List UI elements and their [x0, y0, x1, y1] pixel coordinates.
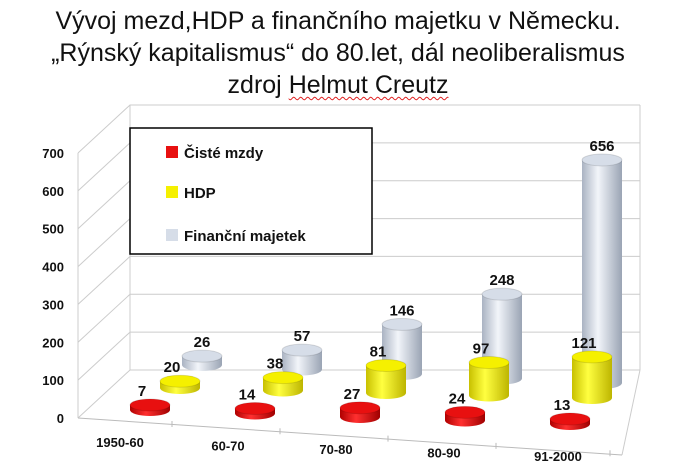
cylinder-top	[181, 349, 223, 363]
x-tick-label: 1950-60	[96, 435, 144, 450]
x-tick-label: 91-2000	[534, 449, 582, 464]
cylinder-top	[481, 287, 523, 301]
cylinder-body	[582, 159, 622, 389]
legend: Čisté mzdy HDP Finanční majetek	[129, 127, 373, 255]
x-axis-line	[77, 417, 623, 456]
legend-swatch-financni-majetek	[166, 229, 178, 241]
cylinder-top	[444, 405, 486, 419]
legend-label-financni-majetek: Finanční majetek	[184, 228, 306, 245]
data-label: 20	[164, 359, 181, 376]
gridline	[77, 293, 640, 343]
y-tick-label: 700	[42, 146, 64, 161]
data-label: 38	[267, 356, 284, 373]
data-label: 81	[370, 343, 387, 360]
gridline	[77, 255, 640, 305]
source-name: Helmut Creutz	[288, 71, 449, 99]
data-label: 26	[194, 334, 211, 351]
cylinder-top	[159, 374, 201, 388]
cylinder-top	[281, 343, 323, 357]
y-tick-label: 500	[42, 222, 64, 237]
cylinder-bar: 13	[549, 397, 591, 430]
cylinder-bar: 121	[571, 335, 613, 404]
cylinder-bar: 7	[129, 383, 171, 416]
cylinder-bar: 20	[159, 359, 201, 394]
cylinder-body	[572, 356, 612, 404]
cylinder-top	[365, 358, 407, 372]
data-label: 248	[489, 272, 514, 289]
legend-swatch-hdp	[166, 186, 178, 198]
legend-swatch-ciste-mzdy	[166, 146, 178, 158]
data-label: 14	[239, 387, 256, 404]
data-label: 24	[449, 390, 466, 407]
data-label: 7	[138, 383, 146, 400]
chart-title-line-3: zdroj Helmut Creutz	[0, 70, 676, 101]
data-label: 121	[571, 335, 596, 352]
x-tick-label: 60-70	[211, 439, 244, 454]
cylinder-bar: 656	[581, 138, 623, 389]
cylinder-body	[469, 362, 509, 402]
cylinder-bar: 97	[468, 341, 510, 402]
cylinder-top	[129, 398, 171, 412]
floor-right-edge	[621, 369, 641, 456]
cylinder-bar: 26	[181, 334, 223, 371]
chart-title-line-1: Vývoj mezd,HDP a finančního majetku v Ně…	[55, 7, 621, 35]
data-label: 146	[389, 302, 414, 319]
cylinder-bar: 14	[234, 387, 276, 420]
source-prefix: zdroj	[227, 71, 289, 99]
cylinder-top	[581, 153, 623, 167]
data-label: 27	[344, 386, 361, 403]
data-label: 57	[294, 328, 311, 345]
y-tick-label: 100	[42, 373, 64, 388]
cylinder-top	[468, 356, 510, 370]
cylinder-bar: 38	[262, 356, 304, 397]
cylinder-body	[282, 350, 322, 376]
cylinder-bar: 24	[444, 390, 486, 427]
y-tick-label: 400	[42, 260, 64, 275]
gridline	[77, 331, 640, 381]
chart-title-line-2: „Rýnský kapitalismus“ do 80.let, dál neo…	[51, 39, 625, 67]
x-tick-label: 70-80	[319, 442, 352, 457]
y-tick-label: 200	[42, 335, 64, 350]
cylinder-bar: 57	[281, 328, 323, 376]
cylinder-top	[262, 371, 304, 385]
y-tick-label: 0	[57, 411, 64, 426]
cylinder-body	[366, 365, 406, 399]
cylinder-top	[234, 402, 276, 415]
cylinder-top	[381, 317, 423, 331]
data-label: 13	[554, 397, 571, 414]
cylinder-bar: 81	[365, 343, 407, 399]
y-tick-label: 300	[42, 297, 64, 312]
cylinder-top	[549, 412, 591, 426]
data-label: 97	[473, 341, 490, 358]
legend-label-ciste-mzdy: Čisté mzdy	[184, 144, 264, 162]
x-tick-label: 80-90	[427, 446, 460, 461]
y-tick-label: 600	[42, 184, 64, 199]
legend-label-hdp: HDP	[184, 185, 216, 202]
cylinder-bar: 27	[339, 386, 381, 423]
data-label: 656	[589, 138, 614, 155]
cylinder-top	[339, 401, 381, 415]
cylinder-top	[571, 350, 613, 364]
